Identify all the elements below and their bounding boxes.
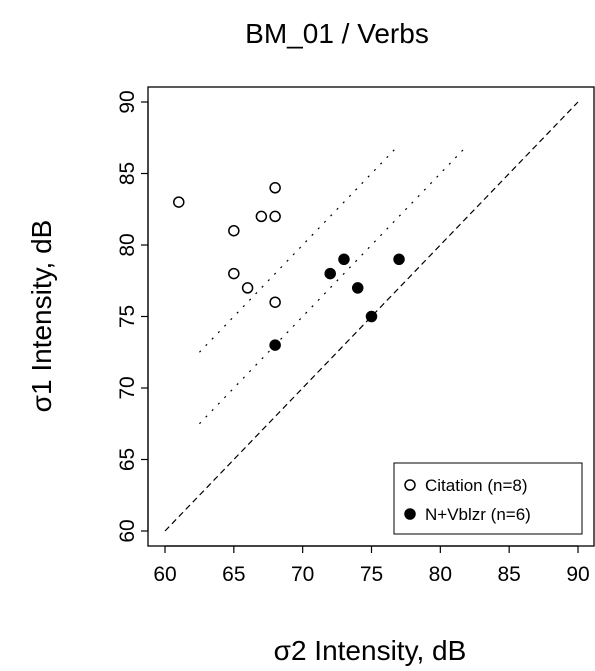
y-tick-label: 85 <box>116 162 139 185</box>
citation-point <box>228 224 240 237</box>
nvblzr-point <box>338 253 350 266</box>
legend-open-circle-icon <box>404 479 416 491</box>
citation-point <box>255 210 268 223</box>
chart-title: BM_01 / Verbs <box>245 18 429 49</box>
y-axis-label: σ1 Intensity, dB <box>26 220 57 413</box>
x-axis-ticks: 60 65 70 75 80 85 90 <box>153 545 590 586</box>
reference-lines <box>164 101 579 532</box>
legend: Citation (n=8) N+Vblzr (n=6) <box>393 462 583 535</box>
nvblzr-point <box>324 267 336 280</box>
y-tick-label: 60 <box>116 519 139 542</box>
x-tick-label: 60 <box>153 563 176 586</box>
legend-box <box>393 462 583 535</box>
dotted-reference-line-1 <box>198 144 469 425</box>
citation-point <box>269 296 281 308</box>
nvblzr-point <box>393 253 405 266</box>
nvblzr-point <box>269 339 281 351</box>
citation-point <box>269 210 281 223</box>
legend-label-n-vblzr: N+Vblzr (n=6) <box>425 505 531 524</box>
y-tick-label: 70 <box>116 376 139 399</box>
x-tick-label: 85 <box>497 563 520 586</box>
nvblzr-point <box>351 282 364 294</box>
y-tick-label: 65 <box>116 448 139 471</box>
x-tick-label: 80 <box>429 563 452 586</box>
legend-filled-circle-icon <box>404 508 416 520</box>
x-tick-label: 90 <box>566 563 589 586</box>
y-tick-label: 75 <box>116 305 139 328</box>
x-tick-label: 65 <box>222 563 245 586</box>
y-tick-label: 80 <box>116 233 139 256</box>
nvblzr-point <box>365 310 378 323</box>
citation-point <box>228 267 240 280</box>
y-tick-label: 90 <box>116 90 139 113</box>
data-points <box>173 182 405 351</box>
x-tick-label: 75 <box>360 563 383 586</box>
legend-label-citation: Citation (n=8) <box>425 476 528 495</box>
x-tick-label: 70 <box>291 563 314 586</box>
citation-point <box>269 182 281 194</box>
citation-point <box>241 282 254 294</box>
x-axis-label: σ2 Intensity, dB <box>274 635 467 666</box>
citation-point <box>173 196 185 208</box>
y-axis-ticks: 60 65 70 75 80 85 90 <box>116 90 149 543</box>
